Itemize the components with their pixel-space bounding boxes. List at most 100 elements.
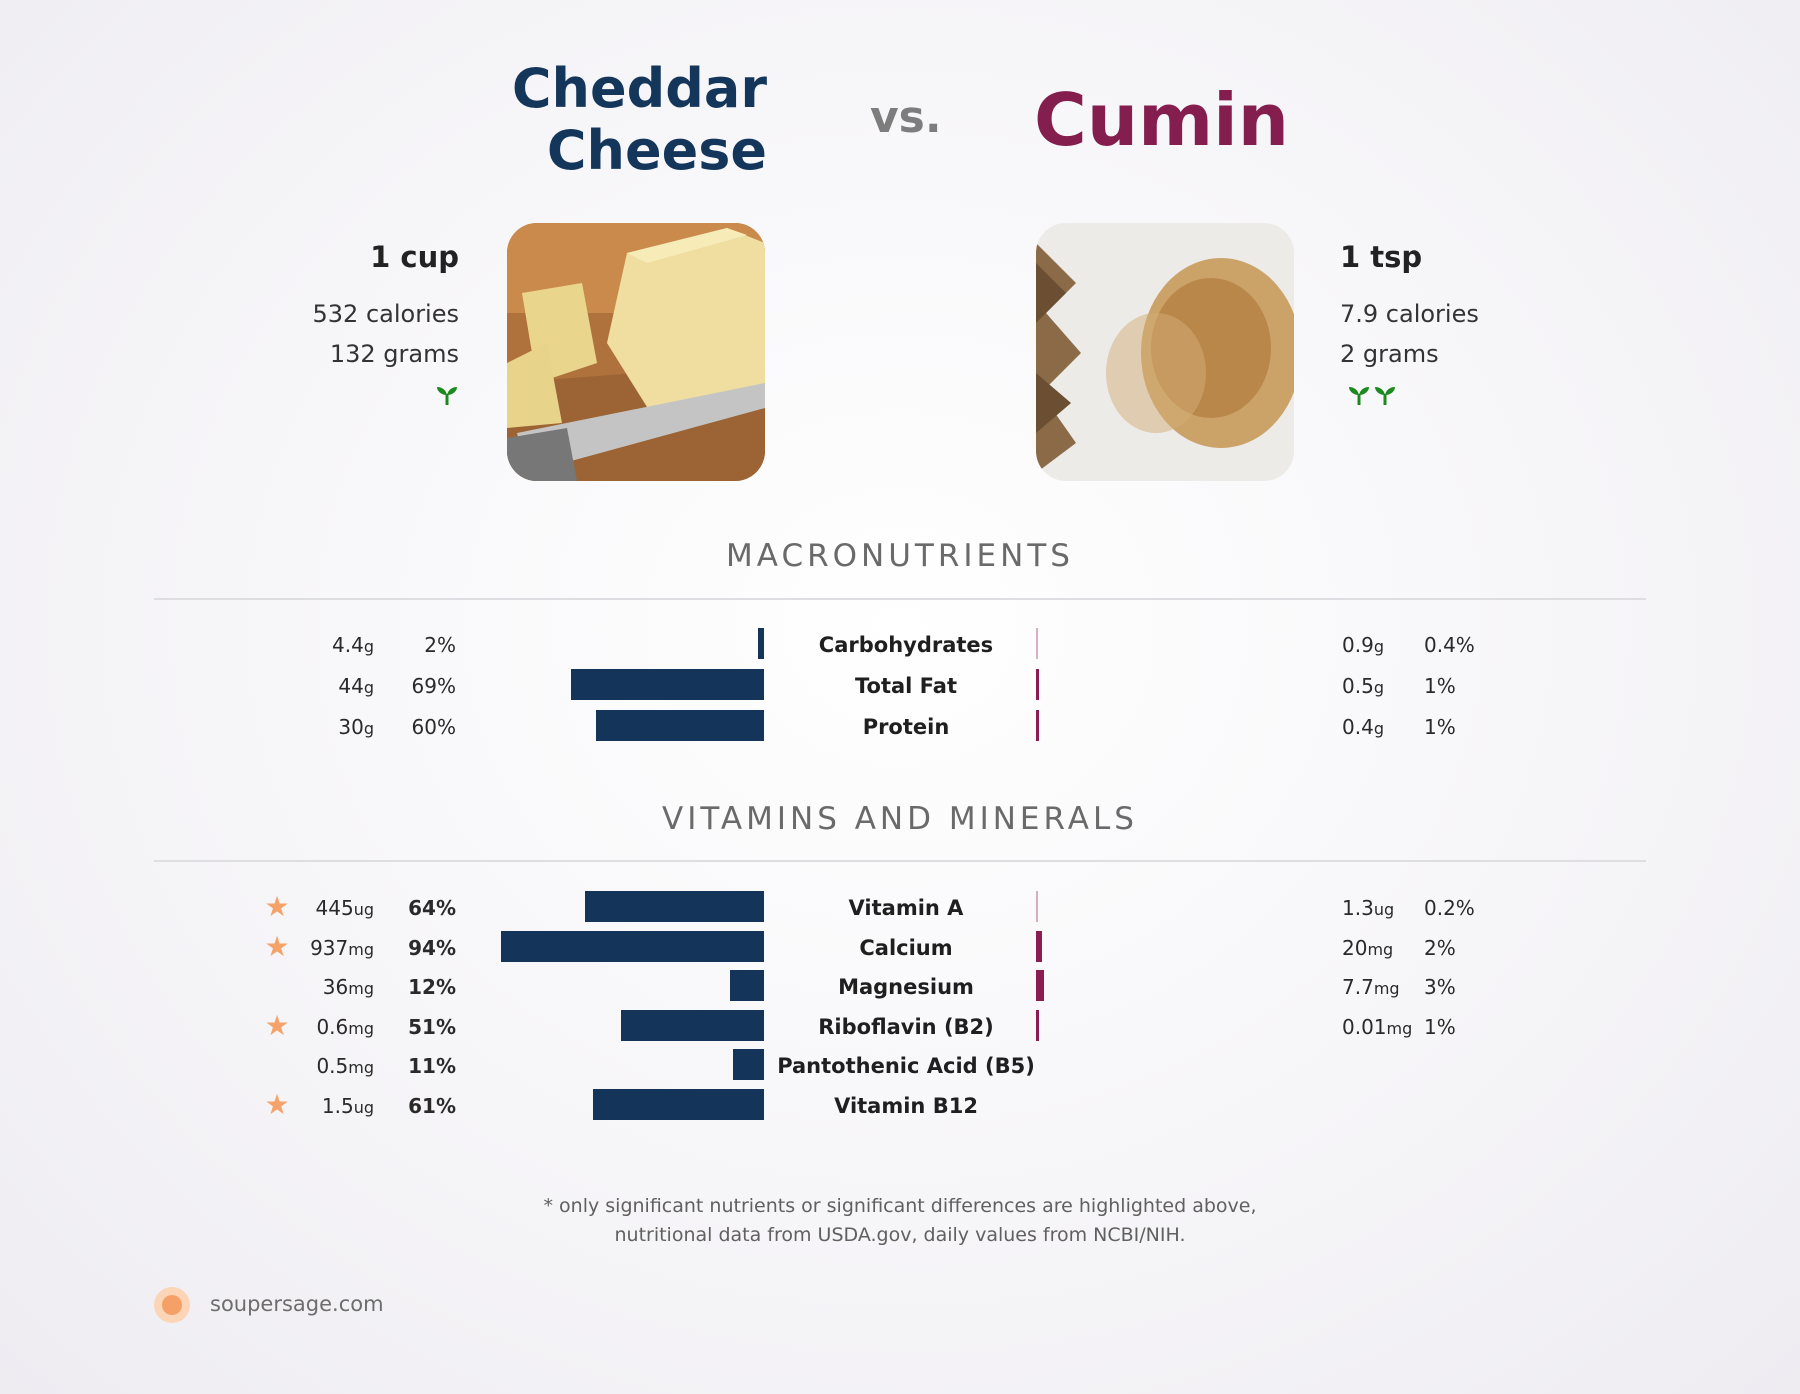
right-amount: 0.9g [1342,633,1384,657]
right-calories: 7.9 calories [1340,300,1479,328]
left-percent: 2% [424,633,456,657]
right-bar [1036,669,1039,700]
nutrient-name: Magnesium [838,975,974,999]
right-amount: 0.4g [1342,715,1384,739]
right-stats: 7.9 calories 2 grams [1340,294,1479,374]
right-unit: g [1373,637,1384,656]
chart-row: 4.4g 2% Carbohydrates 0.9g 0.4% [0,624,1800,664]
left-unit: g [363,719,374,738]
star-icon: ★ [264,1087,290,1121]
right-percent: 2% [1424,935,1456,960]
star-icon: ★ [264,1008,290,1042]
left-unit: mg [348,939,374,959]
left-percent: 64% [408,896,456,920]
star-icon: ★ [264,929,290,963]
chart-row: 44g 69% Total Fat 0.5g 1% [0,665,1800,705]
left-amount: 0.5mg [316,1054,374,1078]
right-percent: 1% [1424,715,1456,739]
right-bar [1036,970,1045,1001]
right-percent: 1% [1424,674,1456,698]
chart-row: 0.5mg 11% Pantothenic Acid (B5) [0,1045,1800,1085]
chart-row: ★ 937mg 94% Calcium 20mg 2% [0,927,1800,967]
left-percent: 51% [408,1014,456,1039]
right-amount: 0.01mg [1342,1014,1413,1039]
vitamins-heading: VITAMINS AND MINERALS [662,801,1138,837]
chart-row: ★ 0.6mg 51% Riboflavin (B2) 0.01mg 1% [0,1006,1800,1046]
right-grams: 2 grams [1340,340,1439,368]
right-food-title: Cumin [1034,78,1290,162]
right-bar [1036,930,1042,962]
left-amount: 0.6mg [316,1014,374,1039]
vitamins-divider [154,860,1646,862]
left-bar [758,628,764,659]
left-amount: 1.5ug [321,1093,374,1118]
chart-row: ★ 445ug 64% Vitamin A 1.3ug 0.2% [0,887,1800,927]
left-percent: 94% [408,935,456,960]
right-amount: 7.7mg [1342,975,1400,999]
left-unit: ug [353,900,374,919]
right-bar [1036,628,1038,659]
footnote: * only significant nutrients or signific… [0,1192,1800,1250]
left-unit: mg [348,1018,374,1038]
nutrient-name: Protein [862,715,950,739]
nutrient-name: Riboflavin (B2) [818,1014,994,1039]
left-unit: ug [353,1097,374,1117]
right-unit: ug [1373,900,1395,919]
left-amount: 36mg [322,975,374,999]
left-grams: 132 grams [329,340,459,368]
left-stats: 532 calories 132 grams [313,294,460,374]
right-percent: 1% [1424,1014,1456,1039]
left-calories: 532 calories [312,300,460,328]
right-unit: g [1373,678,1384,697]
chart-row: 36mg 12% Magnesium 7.7mg 3% [0,966,1800,1006]
left-amount: 30g [338,715,374,739]
cheddar-cheese-photo [507,223,765,481]
cumin-photo [1036,223,1294,481]
left-percent: 60% [411,715,456,739]
right-bar [1036,891,1038,922]
soupersage-logo-icon [154,1287,190,1323]
nutrient-name: Pantothenic Acid (B5) [777,1054,1035,1078]
macronutrients-heading: MACRONUTRIENTS [726,538,1074,574]
left-amount: 937mg [310,935,374,960]
chart-row: ★ 1.5ug 61% Vitamin B12 [0,1085,1800,1125]
left-amount: 4.4g [332,633,374,657]
left-percent: 61% [408,1093,456,1118]
right-serving: 1 tsp [1340,240,1422,274]
left-bar [621,1009,764,1041]
nutrient-name: Vitamin A [848,896,964,920]
left-food-title: Cheddar Cheese [367,58,767,182]
left-percent: 12% [408,975,456,999]
right-percent: 3% [1424,975,1456,999]
left-percent: 69% [411,674,456,698]
left-food-title-line1: Cheddar [511,57,767,120]
left-amount: 445ug [315,896,374,920]
left-bar [593,1088,764,1120]
left-unit: g [363,637,374,656]
left-bar [500,930,764,962]
nutrient-name: Vitamin B12 [834,1093,978,1118]
right-bar [1036,1009,1039,1041]
left-bar [584,891,764,922]
footnote-line2: nutritional data from USDA.gov, daily va… [614,1224,1186,1246]
right-serving-size: 1 tsp [1340,240,1423,274]
nutrient-name: Carbohydrates [818,633,994,657]
left-serving-size: 1 cup [370,240,459,274]
right-unit: mg [1373,979,1400,998]
left-unit: g [363,678,374,697]
right-unit: g [1373,719,1384,738]
right-amount: 0.5g [1342,674,1384,698]
sprout-icons [1347,384,1399,410]
right-amount: 1.3ug [1342,896,1395,920]
left-percent: 11% [408,1054,456,1078]
left-bar [570,669,764,700]
right-unit: mg [1386,1018,1413,1038]
right-unit: mg [1367,939,1394,959]
vs-label: vs. [870,92,942,143]
chart-row: 30g 60% Protein 0.4g 1% [0,706,1800,746]
left-food-title-line2: Cheese [546,119,767,182]
left-bar [730,970,764,1001]
left-serving: 1 cup [370,240,459,274]
site-link[interactable]: soupersage.com [210,1292,384,1316]
right-percent: 0.2% [1424,896,1475,920]
